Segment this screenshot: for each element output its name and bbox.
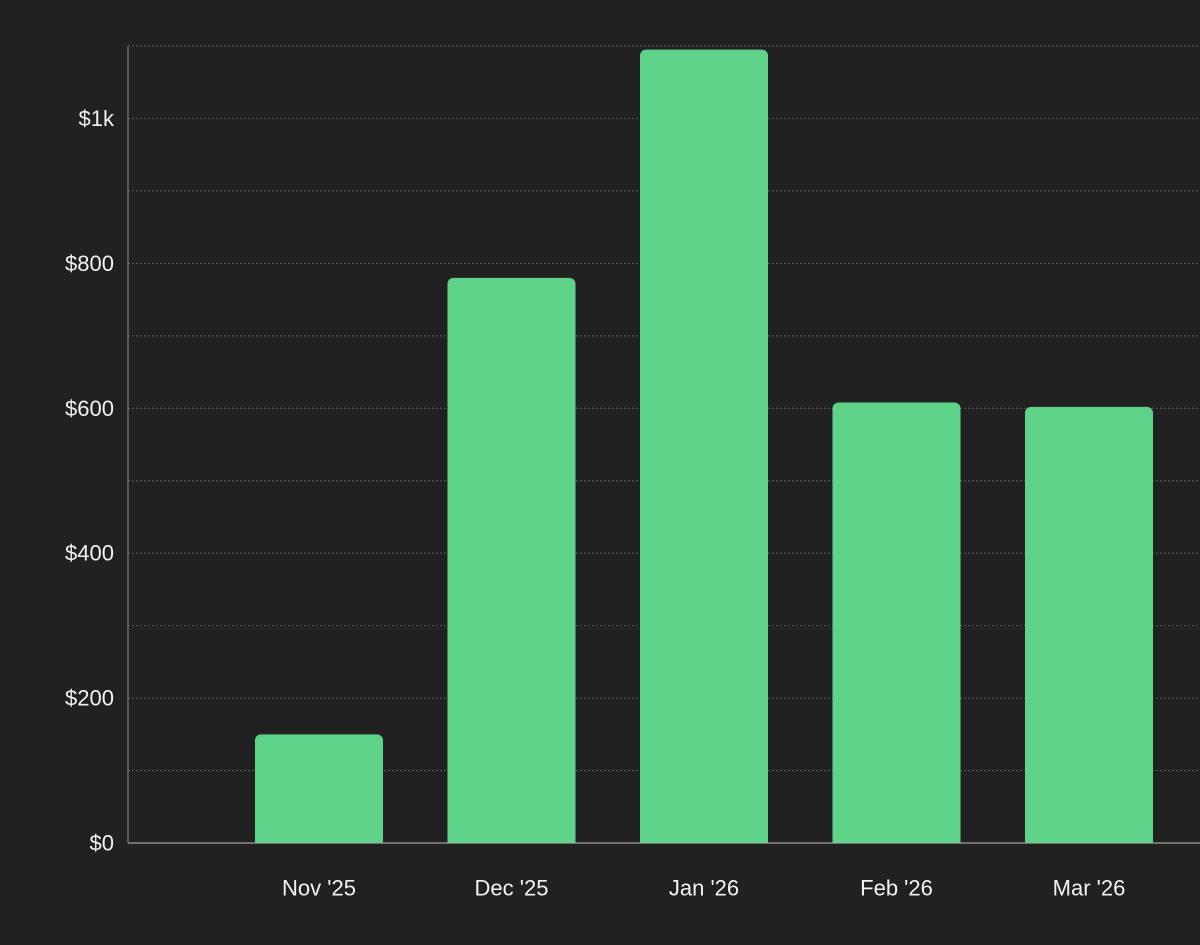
y-tick-label: $200 [65, 686, 114, 711]
bar-3 [832, 402, 961, 843]
bar-0-base [255, 835, 383, 843]
y-axis-tick-labels: $0 $200 $400 $600 $800 $1k [65, 106, 115, 856]
bar-2 [640, 49, 768, 843]
bar-1-base [447, 835, 576, 843]
y-tick-label: $800 [65, 251, 114, 276]
bar-4 [1025, 406, 1153, 843]
y-tick-label: $400 [65, 541, 114, 566]
y-tick-label: $1k [79, 106, 115, 131]
x-tick-label: Jan '26 [669, 876, 739, 901]
bar-3-base [832, 835, 961, 843]
y-tick-label: $0 [90, 831, 114, 856]
bars [255, 49, 1153, 843]
bar-1 [447, 277, 576, 843]
x-tick-label: Feb '26 [860, 876, 933, 901]
y-tick-label: $600 [65, 396, 114, 421]
x-tick-label: Dec '25 [475, 876, 549, 901]
x-tick-label: Nov '25 [282, 876, 356, 901]
bar-2-base [640, 835, 768, 843]
x-tick-label: Mar '26 [1053, 876, 1126, 901]
bar-0 [255, 734, 383, 843]
x-axis-tick-labels: Nov '25 Dec '25 Jan '26 Feb '26 Mar '26 [282, 876, 1125, 901]
bar-4-base [1025, 835, 1153, 843]
